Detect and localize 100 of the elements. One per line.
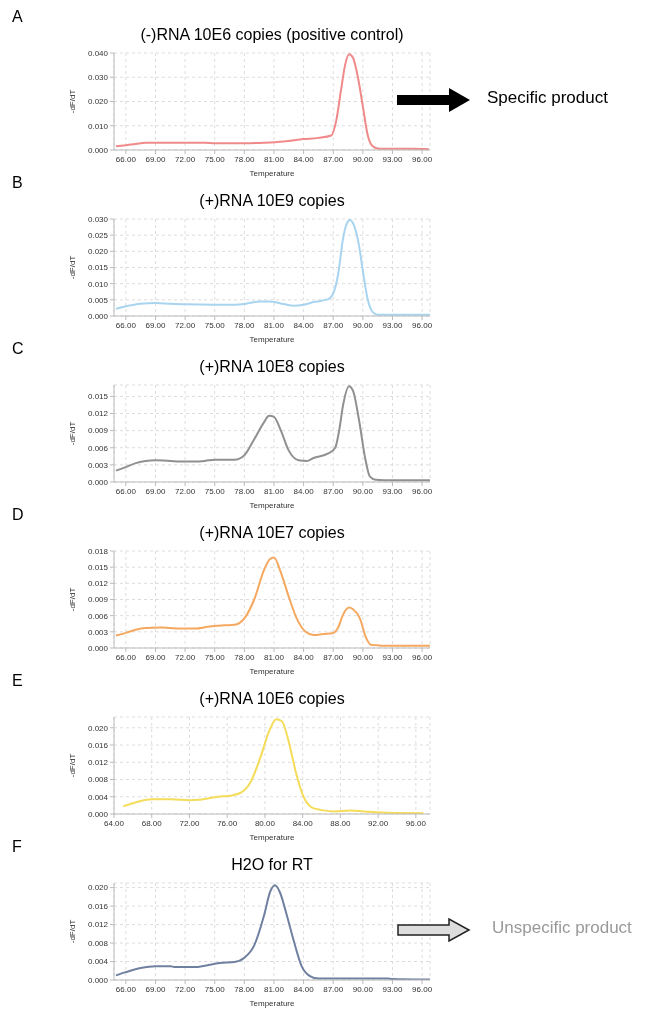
y-tick-label: 0.003: [87, 460, 109, 470]
chart-title: H2O for RT: [230, 856, 314, 874]
x-tick-label: 96.00: [412, 984, 433, 994]
y-tick-label: 0.016: [87, 901, 109, 911]
x-tick-label: 68.00: [141, 818, 163, 828]
y-axis-title: -dF/dT: [67, 753, 77, 778]
x-tick-label: 75.00: [204, 320, 226, 330]
x-tick-label: 93.00: [382, 486, 404, 496]
x-tick-label: 81.00: [263, 652, 285, 662]
x-axis-title: Temperature: [249, 169, 295, 178]
x-tick-label: 87.00: [323, 154, 344, 164]
y-tick-label: 0.009: [87, 595, 109, 605]
y-axis-title: -dF/dT: [67, 421, 77, 446]
y-tick-label: 0.005: [87, 295, 109, 305]
x-tick-label: 69.00: [145, 652, 167, 662]
x-axis-title: Temperature: [249, 667, 295, 676]
x-tick-label: 87.00: [323, 320, 344, 330]
x-tick-label: 81.00: [263, 154, 285, 164]
x-tick-label: 92.00: [368, 818, 389, 828]
x-tick-label: 81.00: [263, 486, 285, 496]
x-tick-label: 78.00: [234, 652, 255, 662]
x-tick-label: 93.00: [382, 320, 404, 330]
y-tick-label: 0.012: [87, 409, 109, 419]
x-tick-label: 78.00: [234, 154, 255, 164]
x-tick-label: 93.00: [382, 154, 404, 164]
x-tick-label: 75.00: [204, 486, 226, 496]
x-tick-label: 78.00: [234, 486, 255, 496]
x-axis-title: Temperature: [249, 335, 295, 344]
x-tick-label: 90.00: [352, 486, 374, 496]
y-tick-label: 0.004: [87, 792, 109, 802]
x-tick-label: 78.00: [234, 320, 255, 330]
x-tick-label: 75.00: [204, 154, 226, 164]
chart-title: (+)RNA 10E8 copies: [198, 358, 346, 376]
text: C: [12, 340, 24, 358]
x-tick-label: 90.00: [352, 154, 374, 164]
line-series: [122, 718, 425, 814]
y-tick-label: 0.008: [87, 938, 109, 948]
y-tick-label: 0.012: [87, 758, 109, 768]
x-tick-label: 72.00: [179, 818, 201, 828]
y-tick-label: 0.030: [87, 214, 109, 224]
y-tick-label: 0.000: [87, 809, 109, 819]
y-tick-label: 0.030: [87, 73, 109, 83]
y-tick-label: 0.009: [87, 426, 109, 436]
x-tick-label: 80.00: [254, 818, 276, 828]
x-tick-label: 81.00: [263, 984, 285, 994]
x-tick-label: 66.00: [115, 984, 137, 994]
chart-title: (-)RNA 10E6 copies (positive control): [139, 26, 405, 44]
x-tick-label: 72.00: [175, 320, 196, 330]
x-tick-label: 78.00: [234, 984, 255, 994]
x-tick-label: 88.00: [330, 818, 351, 828]
chart-title: (+)RNA 10E7 copies: [198, 524, 346, 542]
x-axis-title: Temperature: [249, 999, 295, 1008]
x-tick-label: 87.00: [323, 652, 344, 662]
x-tick-label: 72.00: [175, 154, 196, 164]
x-tick-label: 90.00: [352, 984, 374, 994]
x-tick-label: 66.00: [115, 320, 137, 330]
x-tick-label: 75.00: [204, 984, 226, 994]
x-tick-label: 66.00: [115, 154, 137, 164]
y-tick-label: 0.018: [87, 546, 109, 556]
text: F: [12, 838, 22, 856]
y-axis-title: -dF/dT: [67, 255, 77, 280]
text: E: [12, 672, 23, 690]
x-tick-label: 64.00: [103, 818, 125, 828]
x-tick-label: 69.00: [145, 320, 167, 330]
x-tick-label: 72.00: [175, 984, 196, 994]
x-tick-label: 93.00: [382, 984, 404, 994]
x-tick-label: 84.00: [293, 486, 315, 496]
x-tick-label: 69.00: [145, 984, 167, 994]
y-axis-title: -dF/dT: [67, 587, 77, 612]
x-tick-label: 90.00: [352, 652, 374, 662]
x-tick-label: 87.00: [323, 486, 344, 496]
y-tick-label: 0.010: [87, 121, 109, 131]
y-tick-label: 0.008: [87, 775, 109, 785]
y-tick-label: 0.004: [87, 957, 109, 967]
x-tick-label: 87.00: [323, 984, 344, 994]
x-tick-label: 69.00: [145, 486, 167, 496]
y-tick-label: 0.025: [87, 231, 109, 241]
y-tick-label: 0.020: [87, 883, 109, 893]
x-tick-label: 72.00: [175, 652, 196, 662]
x-tick-label: 84.00: [293, 320, 315, 330]
text: D: [12, 506, 24, 524]
x-tick-label: 84.00: [292, 818, 314, 828]
x-tick-label: 72.00: [175, 486, 196, 496]
y-axis-title: -dF/dT: [67, 919, 77, 944]
x-tick-label: 84.00: [293, 984, 315, 994]
x-tick-label: 93.00: [382, 652, 404, 662]
x-tick-label: 75.00: [204, 652, 226, 662]
chart-title: (+)RNA 10E6 copies: [198, 690, 346, 708]
y-tick-label: 0.000: [87, 477, 109, 487]
y-tick-label: 0.006: [87, 443, 109, 453]
x-tick-label: 69.00: [145, 154, 167, 164]
x-axis-title: Temperature: [249, 501, 295, 510]
y-tick-label: 0.015: [87, 392, 109, 402]
x-tick-label: 84.00: [293, 154, 315, 164]
x-tick-label: 90.00: [352, 320, 374, 330]
x-axis-title: Temperature: [249, 833, 295, 842]
text: A: [12, 8, 23, 26]
chart-title: (+)RNA 10E9 copies: [198, 192, 346, 210]
y-tick-label: 0.015: [87, 263, 109, 273]
y-tick-label: 0.012: [87, 920, 109, 930]
